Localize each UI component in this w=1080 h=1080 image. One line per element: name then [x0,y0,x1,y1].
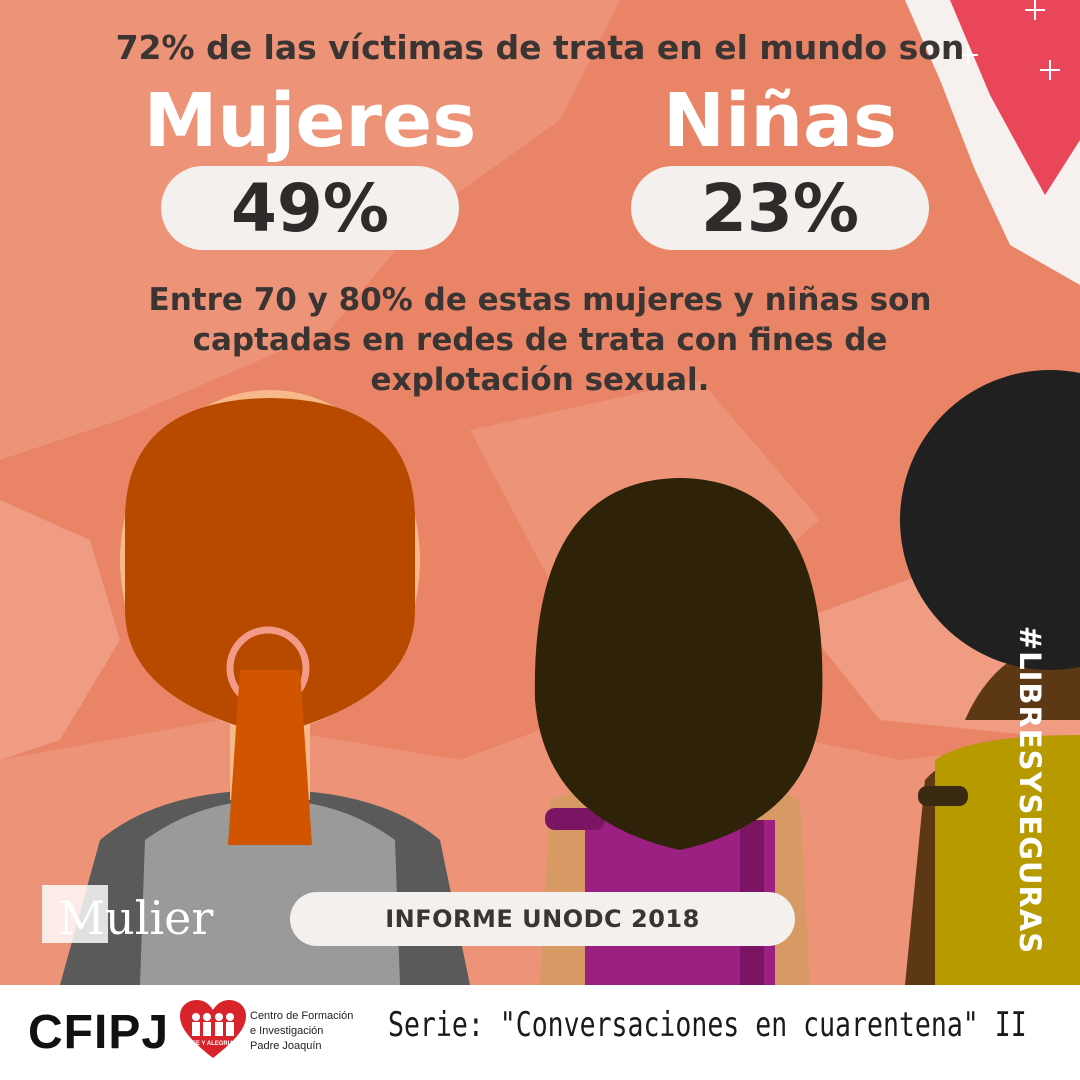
subtext: Entre 70 y 80% de estas mujeres y niñas … [60,280,1020,400]
org-name-line-1: Centro de Formación [250,1010,354,1022]
infographic-poster: 72% de las víctimas de trata en el mundo… [0,0,1080,985]
subtext-line-1: Entre 70 y 80% de estas mujeres y niñas … [148,282,932,318]
map-corner-crosses [958,0,1060,80]
mulier-logo-block [42,885,108,943]
cfipj-acronym: CFIPJ [28,1006,170,1059]
category-label-mujeres: Mujeres [143,78,477,164]
subtext-line-3: explotación sexual. [370,362,710,398]
map-corner-red [950,0,1080,195]
source-pill: INFORME UNODC 2018 [290,892,795,946]
map-shape-left [0,500,120,760]
cfipj-org-name: Centro de Formación e Investigación Padr… [250,1009,353,1054]
cfipj-logo-box: CFIPJ FE Y ALEGRIA Centro de Formación e… [0,985,366,1080]
mulier-logo-text: Mulier [58,891,214,945]
footer-bar: CFIPJ FE Y ALEGRIA Centro de Formación e… [0,985,1080,1080]
heart-logo-icon: FE Y ALEGRIA [180,1000,246,1058]
hashtag-vertical: #LIBRESYSEGURAS [1000,626,1060,954]
girl-right-illustration [900,370,1080,985]
headline: 72% de las víctimas de trata en el mundo… [115,28,965,67]
girl-left-illustration [60,390,470,985]
heart-badge-text: FE Y ALEGRIA [192,1041,234,1047]
org-name-line-2: e Investigación [250,1025,324,1037]
subtext-line-2: captadas en redes de trata con fines de [192,322,888,358]
hashtag-text: #LIBRESYSEGURAS [1013,625,1047,955]
stat-pill-ninas: 23% [631,166,929,250]
category-label-ninas: Niñas [663,78,897,164]
mulier-logo: Mulier [42,885,262,948]
org-name-line-3: Padre Joaquín [250,1040,322,1052]
stat-pill-mujeres: 49% [161,166,459,250]
series-title: Serie: "Conversaciones en cuarentena" II [388,1005,1027,1045]
